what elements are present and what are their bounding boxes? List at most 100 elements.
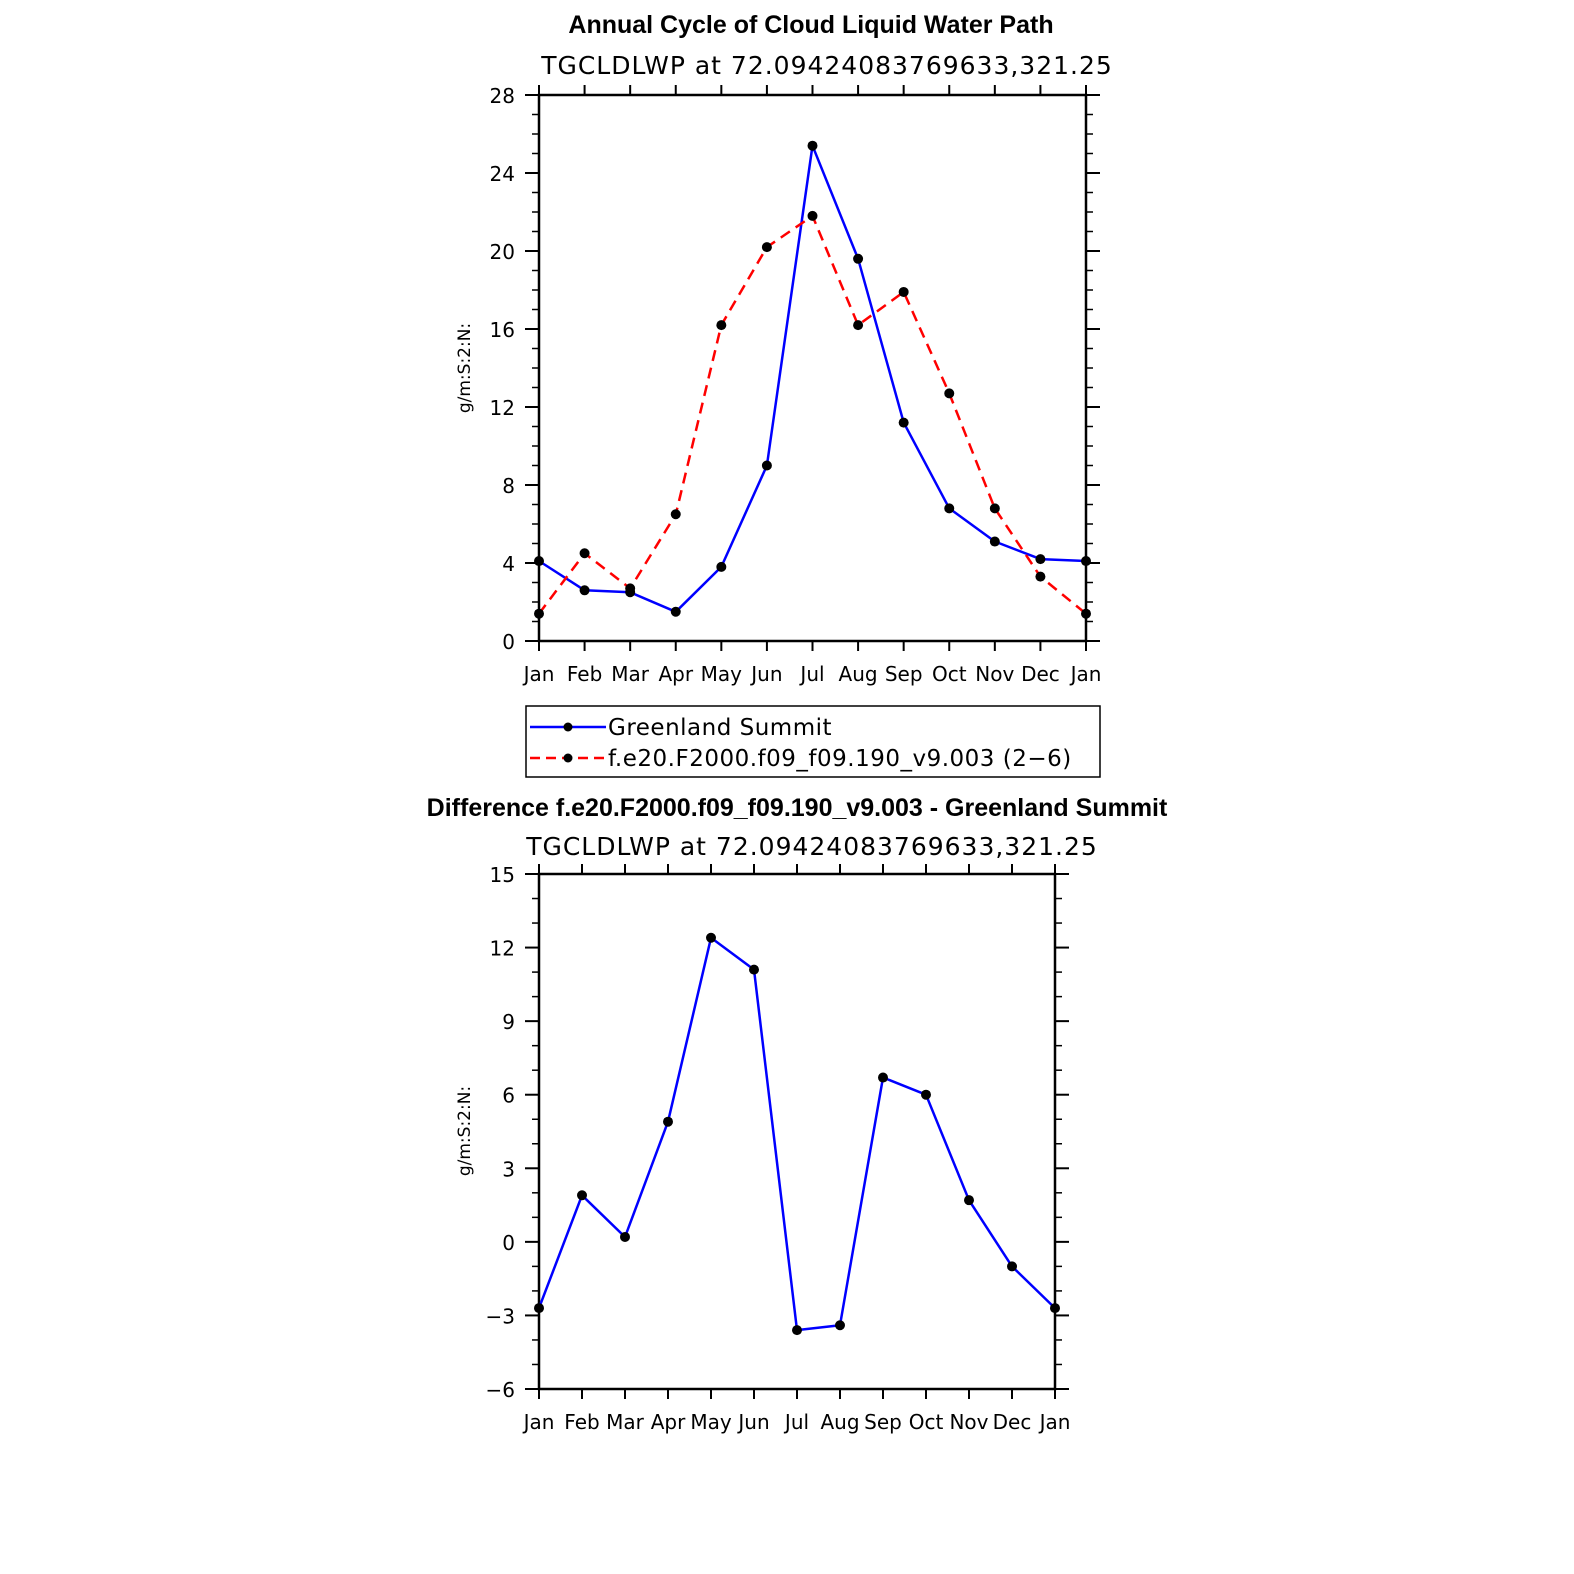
data-point bbox=[853, 253, 864, 264]
data-point bbox=[807, 140, 818, 151]
legend-box bbox=[525, 705, 1101, 778]
data-point bbox=[663, 1116, 673, 1127]
y-tick-label: 4 bbox=[502, 552, 515, 576]
x-tick-label: Apr bbox=[658, 662, 693, 686]
data-point bbox=[534, 556, 544, 567]
legend-label-greenland-summit: Greenland Summit bbox=[608, 715, 832, 741]
data-point bbox=[792, 1325, 802, 1336]
data-point bbox=[1035, 571, 1046, 582]
data-point bbox=[964, 1195, 974, 1206]
data-point bbox=[1035, 554, 1046, 565]
y-tick-label: 9 bbox=[502, 1010, 515, 1034]
annual-cycle-panel: Annual Cycle of Cloud Liquid Water Path … bbox=[455, 11, 1113, 686]
x-tick-label: Mar bbox=[611, 662, 650, 686]
plot-frame bbox=[537, 93, 1088, 643]
y-axis-label: g/m:S:2:N: bbox=[455, 323, 475, 413]
data-point bbox=[853, 320, 864, 331]
x-tick-label: Dec bbox=[1021, 662, 1060, 686]
x-tick-label: May bbox=[701, 662, 743, 686]
data-point bbox=[989, 536, 1000, 547]
x-tick-label: Mar bbox=[606, 1410, 645, 1434]
y-tick-label: 24 bbox=[490, 162, 515, 186]
data-point bbox=[1050, 1303, 1060, 1314]
plot-frame bbox=[537, 872, 1057, 1391]
y-tick-label: 12 bbox=[490, 396, 515, 420]
x-tick-label: Jun bbox=[736, 1410, 769, 1434]
data-point bbox=[716, 561, 727, 572]
x-tick-label: Sep bbox=[885, 662, 923, 686]
data-point bbox=[670, 606, 681, 617]
x-tick-label: Jul bbox=[798, 662, 824, 686]
x-tick-label: Nov bbox=[975, 662, 1014, 686]
data-point bbox=[1081, 608, 1091, 619]
y-tick-label: 28 bbox=[490, 84, 515, 108]
legend-marker-greenland-summit bbox=[563, 722, 573, 732]
data-point bbox=[706, 932, 716, 943]
x-tick-label: Nov bbox=[949, 1410, 988, 1434]
x-tick-label: Sep bbox=[864, 1410, 902, 1434]
x-tick-label: Jan bbox=[522, 662, 555, 686]
data-point bbox=[670, 509, 681, 520]
legend-label-model: f.e20.F2000.f09_f09.190_v9.003 (2−6) bbox=[608, 746, 1072, 772]
x-tick-label: Feb bbox=[564, 1410, 599, 1434]
y-tick-label: −6 bbox=[486, 1378, 515, 1402]
x-tick-label: Apr bbox=[651, 1410, 686, 1434]
y-tick-label: 3 bbox=[502, 1157, 515, 1181]
data-point bbox=[807, 210, 818, 221]
x-tick-label: Jan bbox=[1069, 662, 1102, 686]
x-tick-label: Oct bbox=[909, 1410, 944, 1434]
x-tick-label: Jan bbox=[1038, 1410, 1071, 1434]
y-tick-label: −3 bbox=[486, 1304, 515, 1328]
data-point bbox=[944, 503, 955, 514]
data-point bbox=[898, 417, 909, 428]
x-tick-label: Jun bbox=[749, 662, 782, 686]
x-tick-label: Oct bbox=[932, 662, 967, 686]
data-point bbox=[898, 286, 909, 297]
data-point bbox=[620, 1231, 630, 1242]
legend-marker-model bbox=[563, 753, 573, 763]
legend: Greenland Summit f.e20.F2000.f09_f09.190… bbox=[525, 705, 1101, 778]
chart-title: Annual Cycle of Cloud Liquid Water Path bbox=[568, 11, 1053, 39]
data-point bbox=[577, 1190, 587, 1201]
y-tick-label: 16 bbox=[490, 318, 515, 342]
data-point bbox=[534, 608, 544, 619]
data-point bbox=[579, 548, 590, 559]
x-tick-label: Dec bbox=[993, 1410, 1032, 1434]
y-tick-label: 0 bbox=[502, 630, 515, 654]
data-point bbox=[1081, 556, 1091, 567]
series-line-1 bbox=[538, 214, 1087, 615]
x-tick-label: Jan bbox=[522, 1410, 555, 1434]
y-tick-label: 8 bbox=[502, 474, 515, 498]
chart-title: Difference f.e20.F2000.f09_f09.190_v9.00… bbox=[427, 794, 1168, 822]
data-point bbox=[944, 388, 955, 399]
data-point bbox=[989, 503, 1000, 514]
y-tick-label: 20 bbox=[490, 240, 515, 264]
data-point bbox=[761, 460, 772, 471]
y-tick-label: 15 bbox=[490, 863, 515, 887]
difference-panel: Difference f.e20.F2000.f09_f09.190_v9.00… bbox=[427, 794, 1168, 1434]
x-tick-label: May bbox=[690, 1410, 732, 1434]
x-tick-label: Jul bbox=[783, 1410, 809, 1434]
data-point bbox=[835, 1320, 845, 1331]
y-axis-label: g/m:S:2:N: bbox=[455, 1086, 475, 1176]
y-tick-label: 0 bbox=[502, 1231, 515, 1255]
x-tick-label: Feb bbox=[567, 662, 602, 686]
chart-subtitle: TGCLDLWP at 72.09424083769633,321.25 bbox=[525, 832, 1098, 861]
plot-area: Jan Feb Mar Apr May Jun Jul Aug Sep Oct Nov Dec Jan 0… bbox=[490, 84, 1102, 686]
series-layer bbox=[534, 140, 1091, 619]
x-tick-label: Aug bbox=[839, 662, 878, 686]
data-point bbox=[749, 964, 759, 975]
data-point bbox=[878, 1072, 888, 1083]
series-line-0 bbox=[537, 936, 1056, 1332]
data-point bbox=[716, 320, 727, 331]
data-point bbox=[579, 585, 590, 596]
y-tick-label: 12 bbox=[490, 937, 515, 961]
data-point bbox=[1007, 1261, 1017, 1272]
data-point bbox=[921, 1089, 931, 1100]
data-point bbox=[761, 242, 772, 253]
series-layer bbox=[534, 932, 1060, 1336]
x-tick-label: Aug bbox=[820, 1410, 859, 1434]
chart-subtitle: TGCLDLWP at 72.09424083769633,321.25 bbox=[540, 51, 1113, 80]
plot-area: Jan Feb Mar Apr May Jun Jul Aug Sep Oct Nov Dec Jan−… bbox=[486, 863, 1071, 1434]
